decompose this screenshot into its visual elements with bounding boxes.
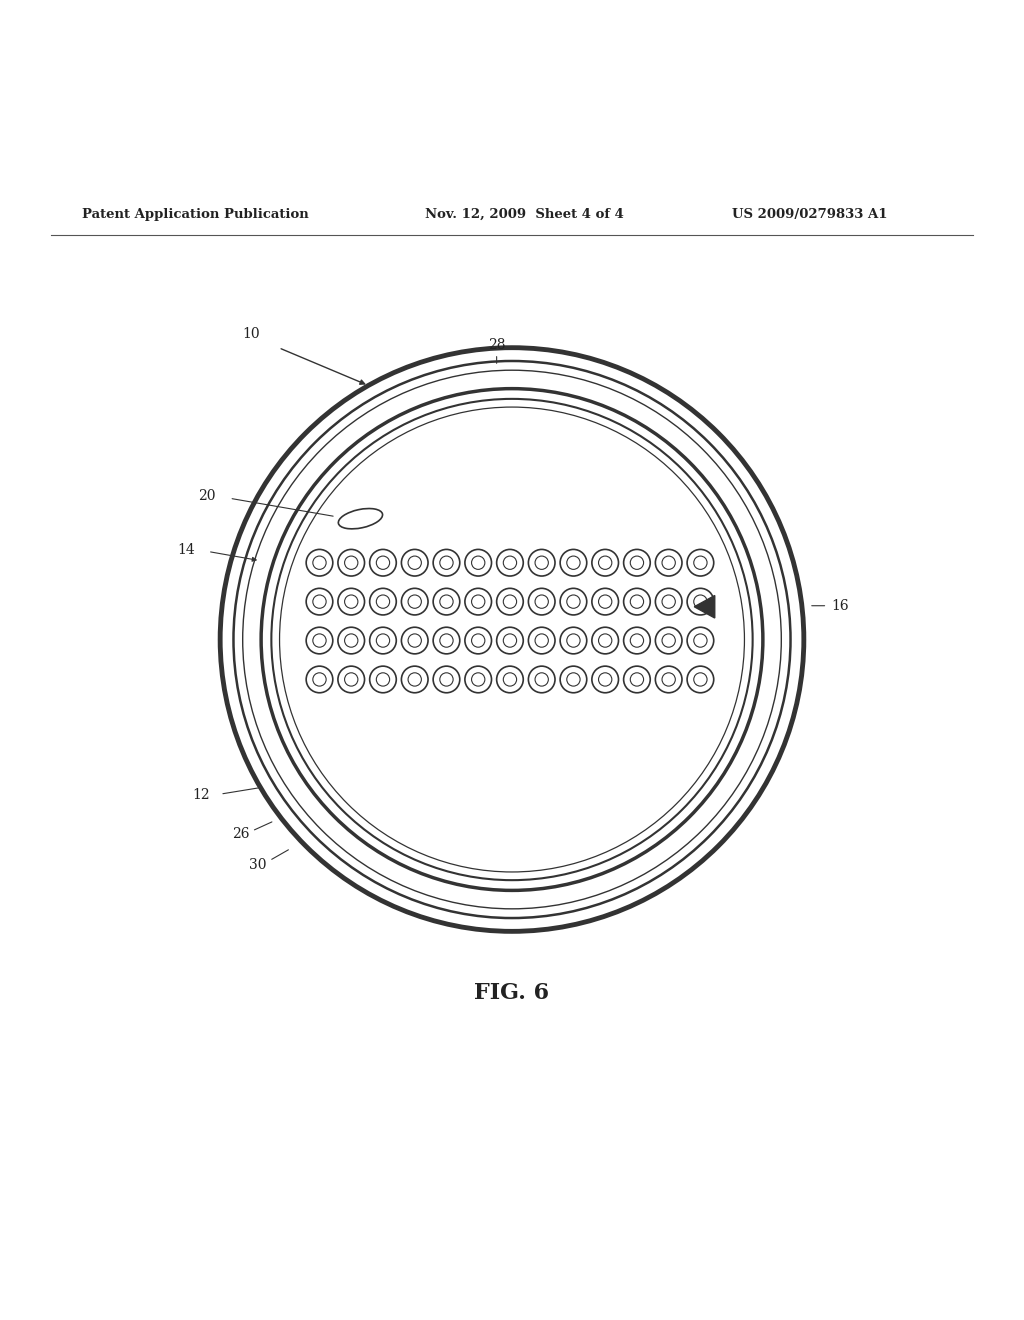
Circle shape: [560, 667, 587, 693]
Circle shape: [338, 627, 365, 653]
Circle shape: [338, 667, 365, 693]
Circle shape: [370, 549, 396, 576]
Circle shape: [465, 589, 492, 615]
Circle shape: [528, 589, 555, 615]
Circle shape: [687, 667, 714, 693]
Circle shape: [592, 667, 618, 693]
Circle shape: [560, 549, 587, 576]
Text: 12: 12: [191, 788, 210, 803]
Circle shape: [401, 549, 428, 576]
Text: US 2009/0279833 A1: US 2009/0279833 A1: [732, 209, 888, 220]
Circle shape: [687, 627, 714, 653]
Circle shape: [401, 627, 428, 653]
Text: 30: 30: [249, 858, 267, 871]
Text: 16: 16: [830, 599, 849, 612]
Text: Nov. 12, 2009  Sheet 4 of 4: Nov. 12, 2009 Sheet 4 of 4: [425, 209, 624, 220]
Circle shape: [370, 589, 396, 615]
Text: 10: 10: [242, 327, 260, 342]
Circle shape: [528, 627, 555, 653]
Circle shape: [433, 667, 460, 693]
Circle shape: [465, 627, 492, 653]
Circle shape: [465, 667, 492, 693]
Circle shape: [338, 589, 365, 615]
Text: 28: 28: [487, 338, 506, 351]
Circle shape: [306, 627, 333, 653]
Circle shape: [655, 589, 682, 615]
Circle shape: [306, 549, 333, 576]
Circle shape: [655, 549, 682, 576]
Circle shape: [401, 667, 428, 693]
Circle shape: [528, 667, 555, 693]
Text: FIG. 6: FIG. 6: [474, 982, 550, 1003]
Circle shape: [370, 667, 396, 693]
Circle shape: [306, 589, 333, 615]
Circle shape: [624, 667, 650, 693]
Circle shape: [687, 549, 714, 576]
Text: Patent Application Publication: Patent Application Publication: [82, 209, 308, 220]
Circle shape: [497, 589, 523, 615]
Circle shape: [655, 667, 682, 693]
Circle shape: [401, 589, 428, 615]
Text: 14: 14: [177, 544, 196, 557]
Circle shape: [433, 549, 460, 576]
Circle shape: [528, 549, 555, 576]
Circle shape: [560, 627, 587, 653]
Circle shape: [306, 667, 333, 693]
Circle shape: [624, 627, 650, 653]
Circle shape: [592, 549, 618, 576]
Text: 20: 20: [198, 490, 216, 503]
Circle shape: [465, 549, 492, 576]
Circle shape: [624, 549, 650, 576]
Circle shape: [433, 589, 460, 615]
Circle shape: [497, 627, 523, 653]
Circle shape: [592, 589, 618, 615]
Circle shape: [370, 627, 396, 653]
Circle shape: [433, 627, 460, 653]
Text: 26: 26: [231, 828, 250, 841]
Circle shape: [655, 627, 682, 653]
Circle shape: [624, 589, 650, 615]
Circle shape: [687, 589, 714, 615]
Circle shape: [338, 549, 365, 576]
Circle shape: [560, 589, 587, 615]
Circle shape: [592, 627, 618, 653]
Polygon shape: [694, 595, 715, 618]
Circle shape: [497, 549, 523, 576]
Circle shape: [497, 667, 523, 693]
